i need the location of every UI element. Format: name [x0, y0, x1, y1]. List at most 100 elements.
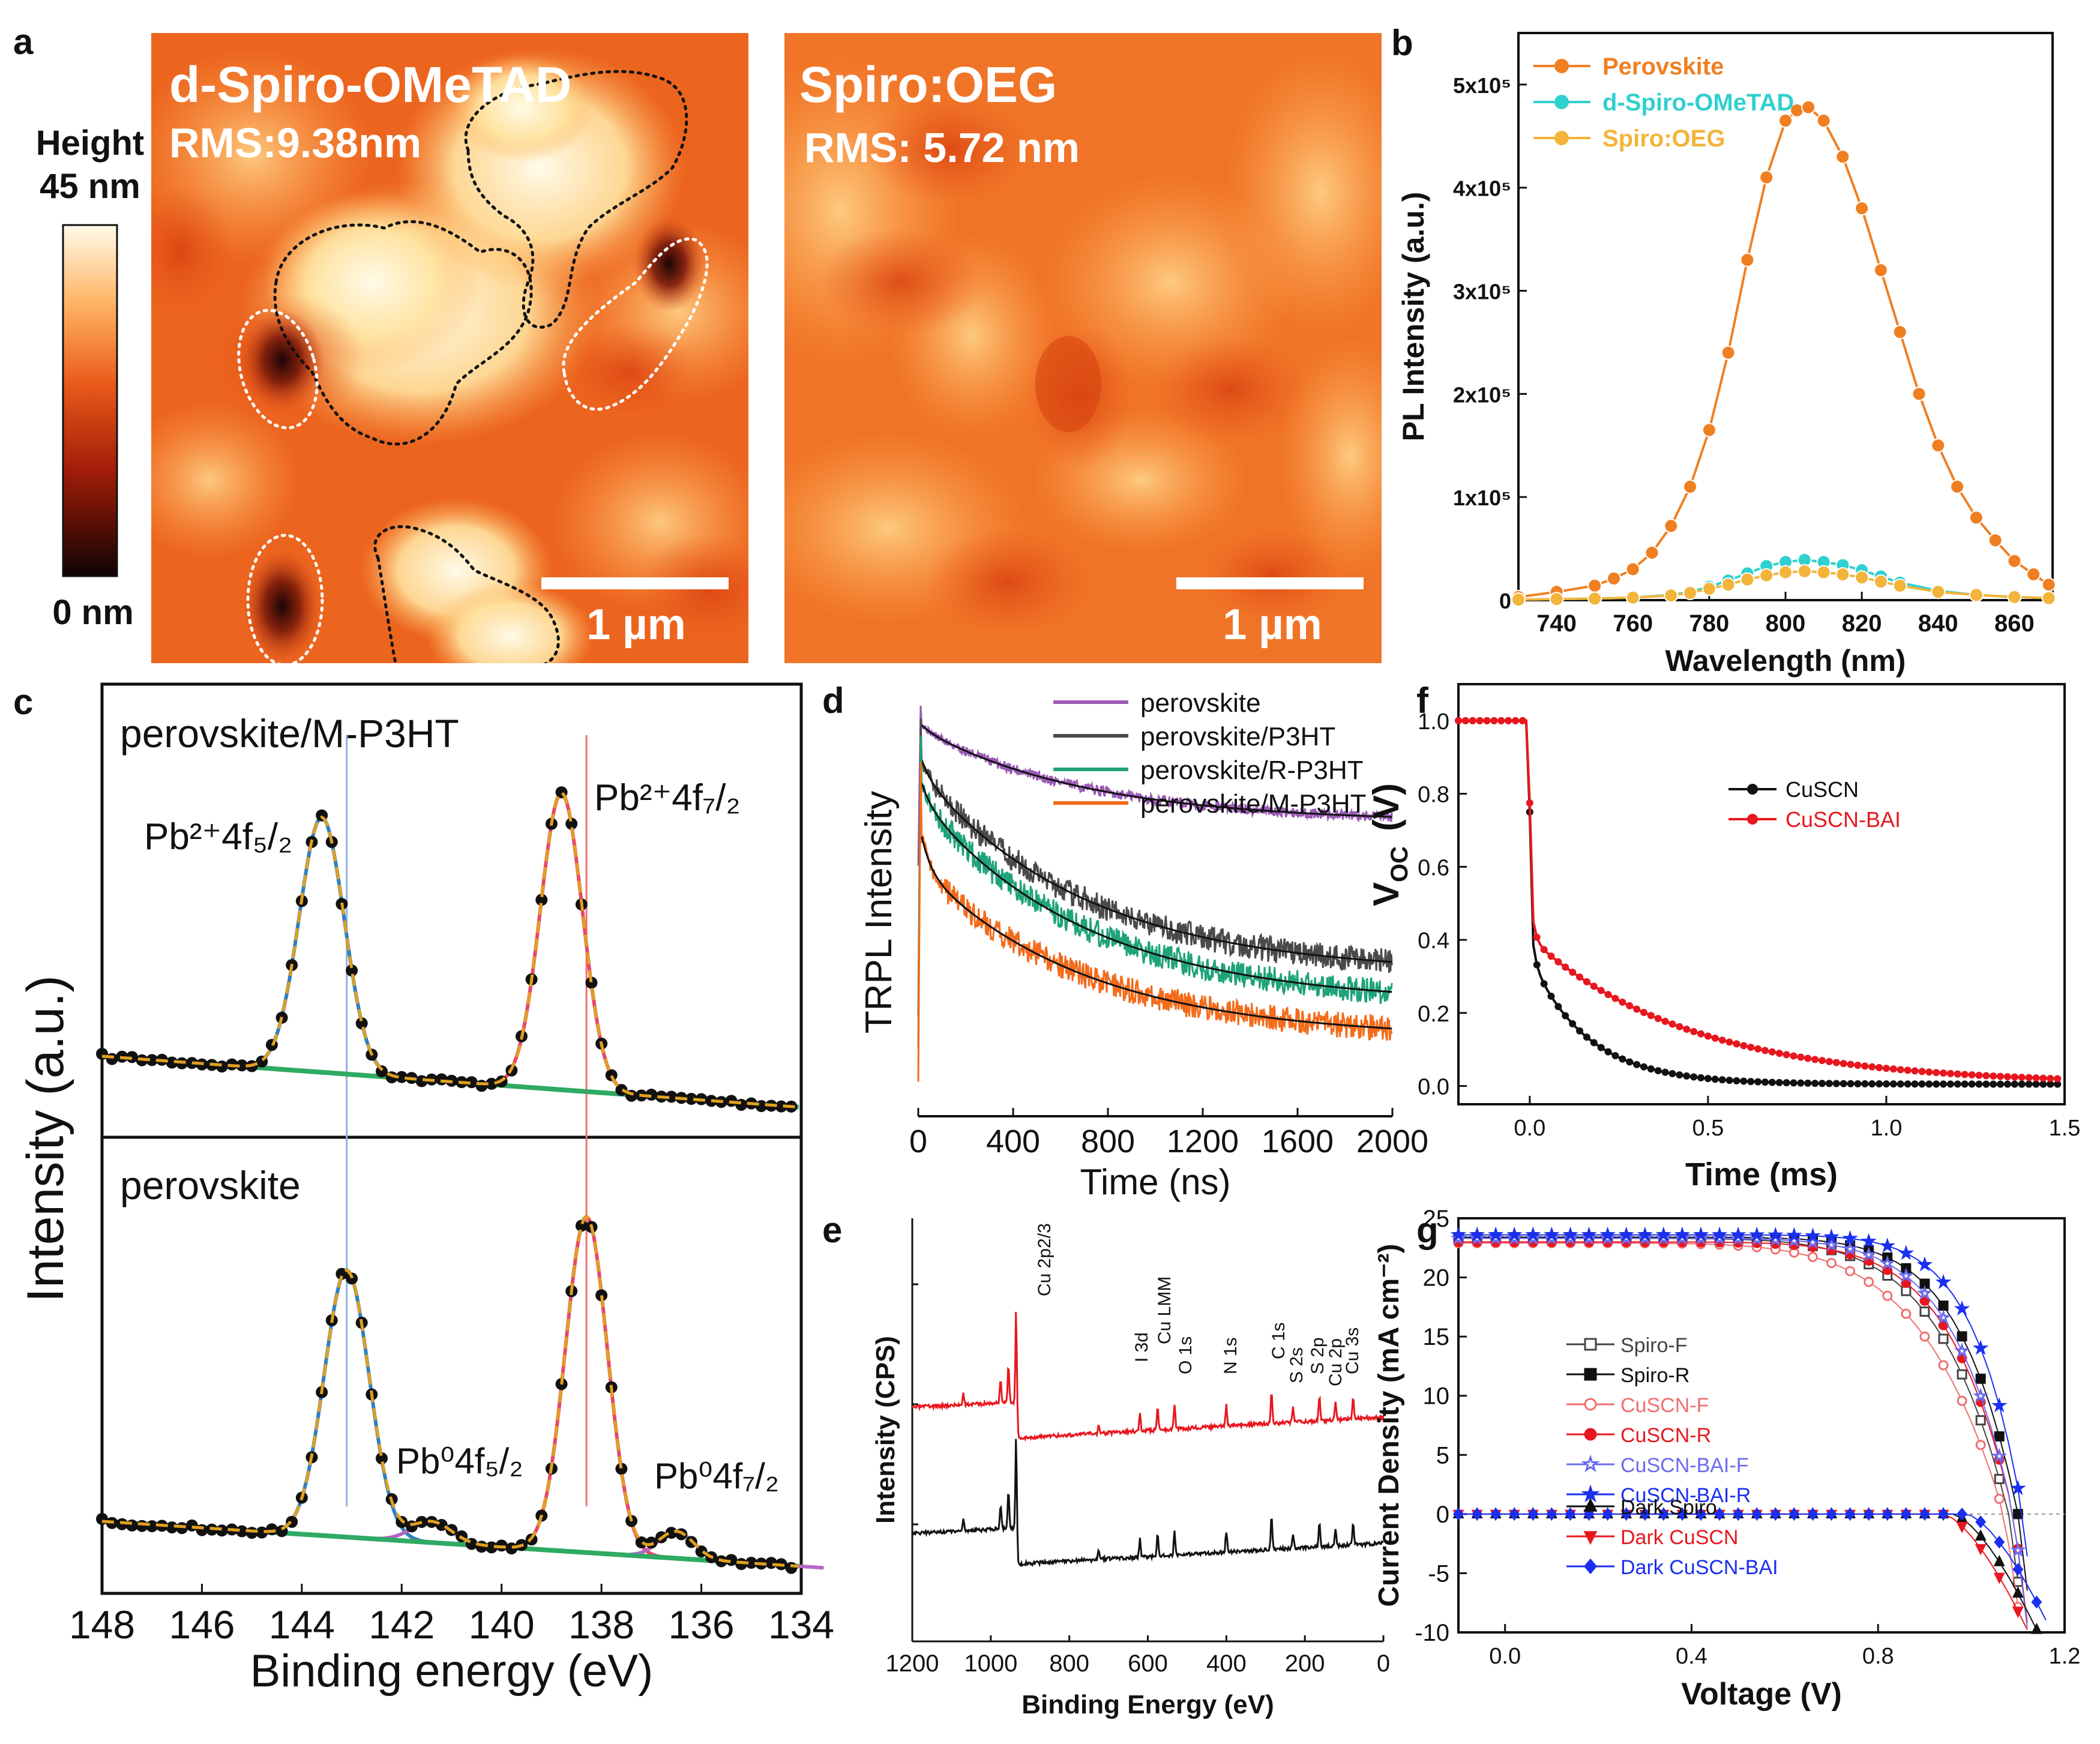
- data-point: [1882, 1065, 1890, 1072]
- data-point: [1540, 946, 1548, 954]
- data-point: [1931, 585, 1946, 600]
- x-tick-label: 138: [568, 1602, 634, 1647]
- xps-bottom-label: perovskite: [120, 1163, 301, 1207]
- data-point: [1768, 1078, 1776, 1086]
- data-point: [1975, 1080, 1983, 1088]
- data-point: [2018, 1074, 2026, 1081]
- data-point: [2003, 1073, 2011, 1081]
- data-point: [1606, 571, 1621, 586]
- legend-marker: [1554, 95, 1569, 109]
- colorbar-min-label: 0 nm: [52, 593, 133, 632]
- series-line: [1458, 719, 2062, 1086]
- data-point: [1583, 1033, 1590, 1041]
- peak-fit: [196, 1267, 495, 1549]
- data-point: [1988, 533, 2003, 548]
- y-tick-label: 2x10⁵: [1453, 382, 1511, 407]
- data-point: [2039, 1080, 2047, 1088]
- x-tick-label: 1600: [1262, 1123, 1334, 1159]
- x-tick-label: 0: [1377, 1650, 1390, 1677]
- data-point: [1775, 1050, 1783, 1057]
- data-point: [376, 1452, 388, 1465]
- data-point: [1661, 1068, 1669, 1076]
- chart-f-voc: 0.0 0.5 1.0 1.5 0.0 0.2 0.4 0.6 0.8 1.0 Time (ms) V…: [1366, 683, 2080, 1192]
- data-point: [595, 1289, 608, 1302]
- data-point: [2007, 589, 2022, 604]
- data-point: [1876, 1063, 1883, 1071]
- data-point: [1490, 1508, 1502, 1521]
- data-point: [1954, 1343, 1970, 1358]
- x-tick-label: 820: [1842, 610, 1882, 637]
- series-line: [1458, 719, 2062, 1080]
- data-point: [1754, 1045, 1762, 1053]
- y-tick-label: 4x10⁵: [1453, 176, 1511, 201]
- legend-marker: [1747, 784, 1758, 795]
- data-point: [1626, 1002, 1634, 1009]
- data-point: [2012, 1607, 2024, 1619]
- data-point: [1826, 1508, 1837, 1521]
- data-point: [1768, 1231, 1784, 1246]
- data-point: [1619, 998, 1626, 1006]
- data-point: [1490, 717, 1498, 724]
- data-point: [1901, 1308, 1912, 1319]
- y-tick-label: -10: [1415, 1620, 1449, 1646]
- data-point: [1749, 1230, 1765, 1246]
- data-point: [685, 1093, 697, 1105]
- x-tick-label: 400: [1206, 1650, 1247, 1677]
- data-point: [665, 1527, 678, 1539]
- data-point: [1590, 1039, 1598, 1047]
- y-tick-label: 0.4: [1418, 928, 1449, 954]
- data-point: [1620, 1508, 1632, 1521]
- data-point: [465, 1076, 478, 1089]
- data-point: [1674, 1226, 1691, 1242]
- data-point: [1581, 1226, 1597, 1242]
- data-point: [1911, 1067, 1919, 1075]
- data-point: [1683, 585, 1698, 600]
- data-point: [1969, 510, 1984, 525]
- data-point: [346, 964, 358, 977]
- data-point: [1861, 1246, 1877, 1262]
- data-point: [1740, 1077, 1748, 1085]
- data-point: [256, 1526, 268, 1539]
- x-tick-label: 1.2: [2049, 1644, 2081, 1669]
- data-point: [2012, 1563, 2024, 1576]
- data-point: [1889, 1080, 1897, 1088]
- data-point: [1730, 1226, 1746, 1242]
- data-point: [2003, 1080, 2011, 1088]
- data-point: [1599, 1226, 1616, 1242]
- data-point: [1912, 386, 1927, 401]
- data-point: [1740, 572, 1755, 587]
- panel-letter-e: e: [822, 1210, 842, 1250]
- data-point: [1668, 1070, 1676, 1078]
- y-tick-label: 5: [1436, 1442, 1449, 1469]
- data-point: [1697, 1030, 1704, 1038]
- data-point: [2026, 567, 2041, 582]
- data-point: [1690, 1073, 1698, 1081]
- data-point: [1994, 1494, 2005, 1505]
- x-tick-label: 2000: [1356, 1123, 1428, 1159]
- data-point: [1994, 1535, 2005, 1549]
- data-point: [1664, 519, 1679, 534]
- data-point: [1879, 1237, 1895, 1253]
- data-point: [1938, 1508, 1949, 1521]
- data-point: [2011, 1073, 2018, 1081]
- legend-marker: [1554, 59, 1569, 73]
- x-tick-label: 840: [1918, 610, 1958, 637]
- data-point: [1933, 1069, 1940, 1077]
- data-point: [1711, 1075, 1719, 1083]
- data-point: [1725, 1038, 1733, 1046]
- data-point: [1770, 1508, 1781, 1521]
- peak-annotation: Cu LMM: [1155, 1276, 1175, 1344]
- data-point: [605, 1069, 618, 1081]
- y-tick-label: 1x10⁵: [1453, 486, 1511, 510]
- x-tick-label: 134: [768, 1602, 834, 1647]
- x-tick-label: 0.8: [1862, 1644, 1894, 1669]
- data-point: [1925, 1080, 1933, 1088]
- afm-title-right: Spiro:OEG: [799, 56, 1057, 113]
- chart-d-trpl: 0 400 800 1200 1600 2000 Time (ns) TRPL Intensi…: [858, 688, 1428, 1202]
- data-point: [1819, 1057, 1826, 1065]
- data-point: [1892, 325, 1907, 340]
- data-point: [1918, 1080, 1926, 1088]
- data-point: [1640, 1063, 1647, 1071]
- data-point: [1518, 717, 1526, 724]
- data-point: [1840, 1060, 1847, 1068]
